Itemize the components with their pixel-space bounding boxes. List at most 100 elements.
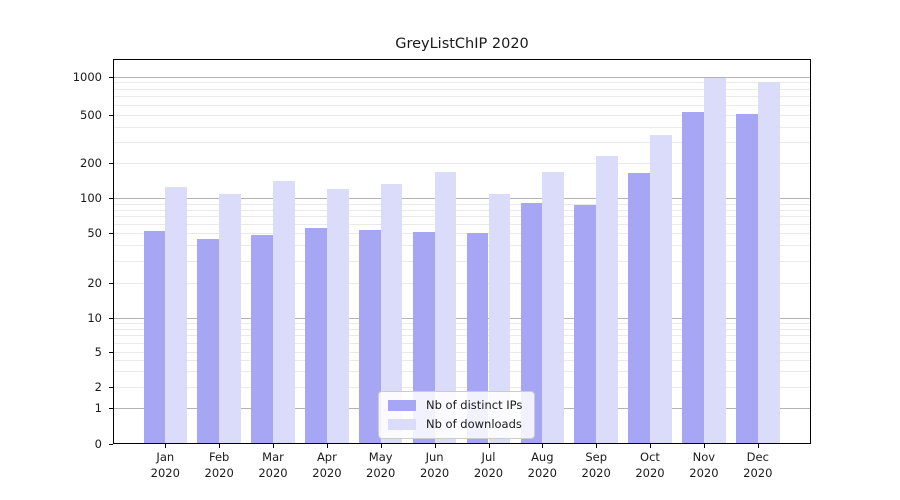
- x-tick-mark: [380, 444, 382, 448]
- bar-distinct-ips: [358, 230, 381, 443]
- legend-item-downloads: Nb of downloads: [388, 417, 522, 431]
- bar-distinct-ips: [682, 111, 704, 443]
- bar-downloads: [380, 184, 403, 443]
- x-tick-mark: [488, 444, 490, 448]
- bar-downloads: [757, 82, 780, 443]
- x-tick-label: Mar 2020: [258, 450, 288, 480]
- bar-distinct-ips: [628, 173, 650, 443]
- bar-downloads: [219, 193, 241, 443]
- major-gridline: [114, 76, 810, 78]
- y-tick-mark: [109, 282, 113, 284]
- bar-distinct-ips: [305, 228, 327, 443]
- bar-downloads: [273, 181, 295, 443]
- minor-gridline: [114, 233, 810, 234]
- x-tick-label: Jul 2020: [473, 450, 504, 480]
- x-tick-mark: [219, 444, 221, 448]
- minor-gridline: [114, 203, 810, 205]
- x-tick-label: Sep 2020: [581, 450, 611, 480]
- x-tick-label: Aug 2020: [527, 450, 557, 480]
- x-tick-mark: [596, 444, 598, 448]
- bar-distinct-ips: [574, 205, 597, 443]
- bar-downloads: [650, 135, 672, 443]
- y-tick-mark: [109, 444, 113, 445]
- minor-gridline: [114, 216, 810, 218]
- y-tick-label: 5: [94, 344, 102, 359]
- bar-distinct-ips: [520, 202, 543, 443]
- bar-downloads: [703, 78, 726, 443]
- x-tick-mark: [703, 444, 705, 448]
- chart-title: GreyListChIP 2020: [395, 36, 529, 52]
- legend: Nb of distinct IPs Nb of downloads: [378, 391, 536, 439]
- bar-downloads: [542, 171, 565, 443]
- x-tick-label: Oct 2020: [635, 450, 665, 480]
- minor-gridline: [114, 223, 810, 225]
- minor-gridline: [114, 115, 810, 116]
- minor-gridline: [114, 141, 810, 143]
- x-tick-mark: [326, 444, 328, 448]
- minor-gridline: [114, 323, 810, 325]
- x-tick-mark: [542, 444, 544, 448]
- y-tick-label: 10: [87, 311, 102, 325]
- minor-gridline: [114, 96, 810, 98]
- y-tick-mark: [109, 233, 113, 234]
- x-tick-mark: [165, 444, 167, 448]
- y-tick-mark: [109, 198, 113, 200]
- y-tick-label: 200: [80, 156, 102, 171]
- minor-gridline: [114, 342, 810, 344]
- minor-gridline: [114, 88, 810, 90]
- minor-gridline: [114, 209, 810, 211]
- x-tick-label: Jan 2020: [150, 450, 180, 480]
- minor-gridline: [114, 328, 810, 330]
- bar-distinct-ips: [466, 233, 489, 443]
- minor-gridline: [114, 82, 810, 84]
- x-tick-label: Dec 2020: [743, 450, 773, 480]
- minor-gridline: [114, 163, 810, 165]
- minor-gridline: [114, 126, 810, 128]
- bar-distinct-ips: [736, 113, 758, 443]
- x-tick-label: Nov 2020: [689, 450, 719, 480]
- legend-label-distinct-ips: Nb of distinct IPs: [426, 398, 523, 412]
- minor-gridline: [114, 282, 810, 284]
- y-tick-label: 2: [94, 379, 102, 394]
- minor-gridline: [114, 335, 810, 337]
- legend-swatch-distinct-ips: [388, 399, 416, 411]
- bar-downloads: [596, 155, 618, 443]
- bar-downloads: [326, 189, 349, 443]
- y-tick-mark: [109, 318, 113, 319]
- y-tick-mark: [109, 408, 113, 410]
- minor-gridline: [114, 360, 810, 362]
- minor-gridline: [114, 351, 810, 353]
- bar-distinct-ips: [251, 235, 273, 443]
- bar-downloads: [488, 194, 511, 443]
- minor-gridline: [114, 104, 810, 106]
- minor-gridline: [114, 386, 810, 388]
- y-tick-label: 20: [87, 275, 102, 290]
- y-tick-label: 0: [94, 437, 102, 451]
- legend-label-downloads: Nb of downloads: [426, 417, 522, 431]
- y-tick-mark: [109, 386, 113, 388]
- y-tick-label: 1: [94, 401, 102, 416]
- x-tick-mark: [757, 444, 759, 448]
- legend-swatch-downloads: [388, 418, 416, 430]
- x-tick-mark: [650, 444, 651, 448]
- y-tick-label: 1000: [72, 69, 102, 84]
- y-tick-label: 100: [80, 191, 102, 206]
- x-tick-label: May 2020: [366, 450, 396, 480]
- y-tick-mark: [109, 76, 113, 78]
- x-tick-label: Jun 2020: [419, 450, 450, 480]
- major-gridline: [114, 198, 810, 200]
- minor-gridline: [114, 245, 810, 247]
- minor-gridline: [114, 260, 810, 262]
- bar-downloads: [165, 187, 188, 443]
- legend-item-distinct-ips: Nb of distinct IPs: [388, 398, 522, 412]
- y-tick-label: 50: [87, 226, 102, 240]
- y-tick-mark: [109, 351, 113, 353]
- minor-gridline: [114, 371, 810, 373]
- y-tick-mark: [109, 163, 113, 165]
- bar-distinct-ips: [412, 232, 435, 443]
- bar-distinct-ips: [197, 238, 220, 443]
- major-gridline: [114, 318, 810, 319]
- x-tick-label: Feb 2020: [204, 450, 234, 480]
- bar-distinct-ips: [143, 231, 166, 443]
